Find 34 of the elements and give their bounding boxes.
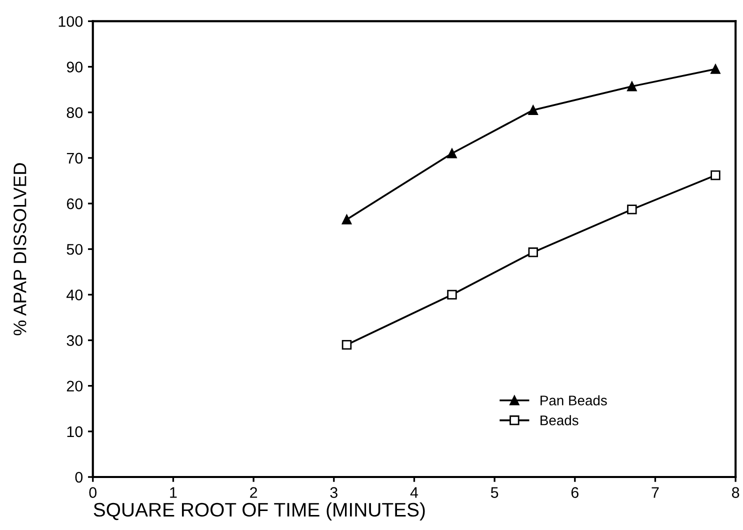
x-axis-title: SQUARE ROOT OF TIME (MINUTES) [94,502,425,520]
point [342,214,352,224]
x-tick-label: 5 [490,487,498,498]
point [627,204,637,214]
y-tick-label: 70 [66,152,83,164]
point [447,290,457,300]
x-tick-label: 2 [250,487,258,498]
y-tick-label: 30 [66,335,83,346]
x-tick-label: 1 [170,487,177,498]
y-tick-label: 100 [58,16,83,27]
y-tick-label: 0 [75,472,83,483]
x-tick-label: 8 [732,487,740,498]
x-tick-label: 7 [652,487,659,498]
x-tick-label: 0 [89,487,97,498]
point [528,247,538,258]
legend-label: Beads [540,415,578,426]
point [528,105,538,115]
x-tick-label: 4 [410,487,418,498]
x-tick-label: 6 [571,487,578,498]
point [627,82,637,92]
y-tick-label: 40 [66,290,83,300]
point [447,148,457,158]
point [342,340,352,350]
y-tick-label: 80 [66,107,83,118]
legend-label: Pan Beads [540,395,607,406]
point [710,170,720,180]
y-tick-label: 90 [66,62,83,72]
y-axis-title: % APAP DISSOLVED [14,163,26,336]
y-tick-label: 50 [66,244,83,255]
y-tick-label: 20 [66,380,83,392]
y-tick-label: 60 [66,198,83,210]
x-tick-label: 3 [330,487,338,498]
point [710,64,720,74]
y-tick-label: 10 [67,426,83,438]
